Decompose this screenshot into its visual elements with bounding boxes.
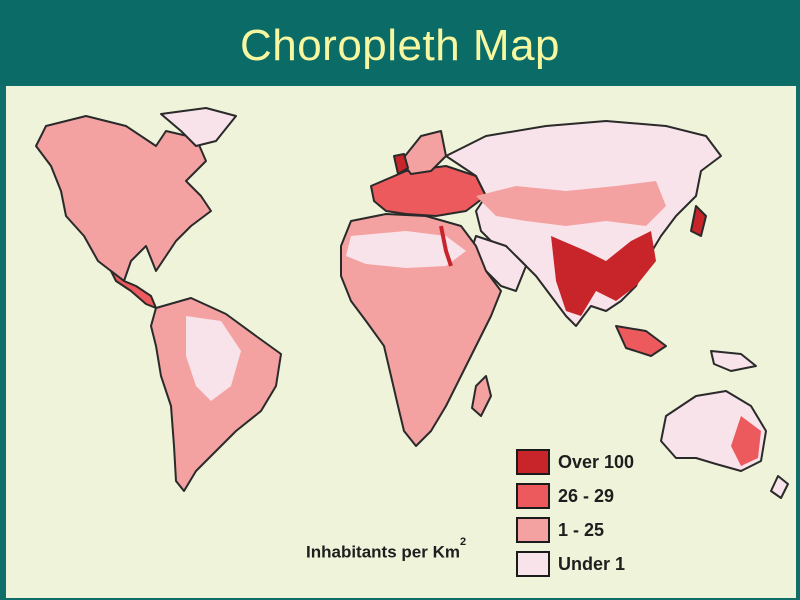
- legend-swatch: [516, 517, 550, 543]
- legend-label: 26 - 29: [558, 485, 615, 506]
- australia-east: [731, 416, 761, 466]
- uk: [393, 153, 409, 175]
- japan: [690, 205, 707, 237]
- se-asia-islands: [615, 325, 667, 357]
- legend-swatch: [516, 551, 550, 577]
- south-asia-dense: [551, 231, 656, 316]
- legend-item-under-1: Under 1: [516, 550, 625, 578]
- europe: [370, 165, 487, 217]
- madagascar: [471, 375, 492, 417]
- title-bar: Choropleth Map: [0, 0, 800, 85]
- units-text: Inhabitants per Km: [306, 542, 460, 562]
- legend-item-over-100: Over 100: [516, 448, 634, 476]
- new-zealand: [770, 475, 789, 499]
- asia-midband: [476, 181, 666, 226]
- greenland: [160, 107, 237, 147]
- central-america: [110, 270, 157, 309]
- map-panel: Over 100 26 - 29 1 - 25 Under 1 Inhabita…: [6, 86, 796, 598]
- legend-label: 1 - 25: [558, 519, 605, 540]
- africa: [340, 213, 502, 447]
- world-map: [35, 107, 789, 499]
- south-america-interior: [186, 316, 241, 401]
- nile: [439, 225, 453, 267]
- units-superscript: 2: [459, 536, 467, 548]
- sahara: [346, 231, 466, 268]
- slide-title: Choropleth Map: [239, 20, 561, 70]
- legend-swatch: [516, 449, 550, 475]
- legend: Over 100 26 - 29 1 - 25 Under 1 Inhabita…: [306, 448, 726, 578]
- north-america: [35, 115, 212, 282]
- legend-swatch: [516, 483, 550, 509]
- legend-label: Over 100: [558, 451, 635, 472]
- legend-label: Under 1: [558, 553, 626, 574]
- legend-units: Inhabitants per Km2: [306, 536, 466, 563]
- papua: [710, 350, 757, 372]
- legend-item-1-25: 1 - 25: [516, 516, 604, 544]
- legend-item-26-29: 26 - 29: [516, 482, 614, 510]
